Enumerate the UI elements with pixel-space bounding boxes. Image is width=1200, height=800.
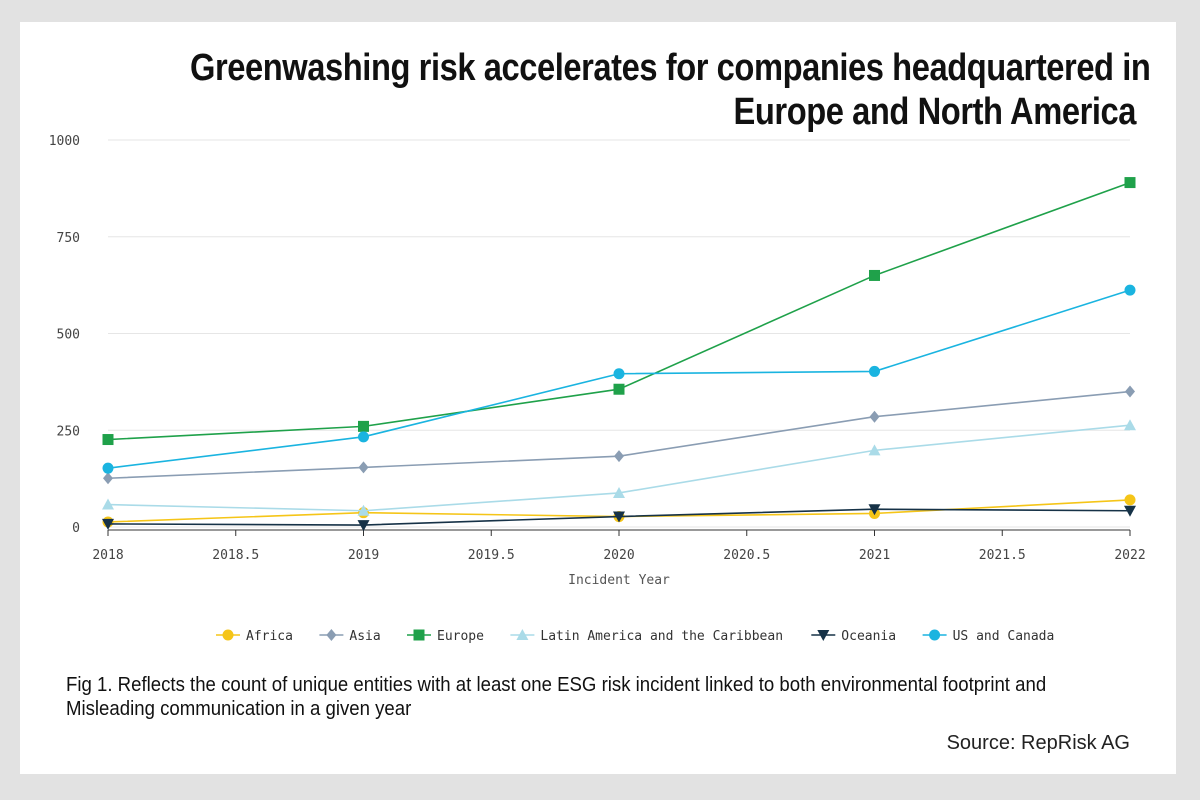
legend-marker-europe xyxy=(413,629,425,641)
x-tick-label: 2022 xyxy=(1114,548,1145,563)
x-tick-label: 2019 xyxy=(348,548,379,563)
x-tick-label: 2018.5 xyxy=(212,548,259,563)
data-point-latin-america-and-the-caribbean xyxy=(357,504,370,516)
data-point-us-and-canada xyxy=(613,368,625,380)
data-point-oceania xyxy=(613,511,625,523)
x-tick-label: 2021.5 xyxy=(979,548,1026,563)
data-point-oceania xyxy=(1124,505,1136,517)
y-tick-label: 0 xyxy=(72,521,80,536)
data-point-africa xyxy=(1124,494,1136,506)
legend-item-europe: Europe xyxy=(407,629,484,644)
data-point-latin-america-and-the-caribbean xyxy=(868,444,881,456)
x-tick-label: 2020.5 xyxy=(723,548,770,563)
figure-caption: Fig 1. Reflects the count of unique enti… xyxy=(66,674,1047,720)
data-point-asia xyxy=(614,450,624,463)
data-point-europe xyxy=(613,383,625,395)
legend-item-latin-america-and-the-caribbean: Latin America and the Caribbean xyxy=(510,629,783,644)
legend-label: Asia xyxy=(349,629,380,644)
series-asia xyxy=(103,385,1135,485)
legend-marker-africa xyxy=(222,629,234,641)
data-point-latin-america-and-the-caribbean xyxy=(102,498,114,510)
gridlines xyxy=(108,139,1130,528)
legend-marker-oceania xyxy=(817,630,830,641)
x-tick-label: 2021 xyxy=(859,548,890,563)
series-line-europe xyxy=(107,181,1131,441)
source-credit: Source: RepRisk AG xyxy=(946,732,1130,754)
data-point-us-and-canada xyxy=(1124,284,1136,296)
data-point-latin-america-and-the-caribbean xyxy=(613,486,625,498)
series-oceania xyxy=(102,504,1136,532)
legend-item-us-and-canada: US and Canada xyxy=(922,629,1055,644)
y-tick-label: 1000 xyxy=(49,134,80,149)
y-tick-label: 500 xyxy=(57,328,80,343)
y-tick-label: 250 xyxy=(57,424,80,439)
series-line-asia xyxy=(107,390,1131,480)
series-us-and-canada xyxy=(102,284,1136,474)
data-point-oceania xyxy=(102,518,114,530)
legend-label: Oceania xyxy=(841,629,896,644)
data-point-us-and-canada xyxy=(358,431,369,443)
y-tick-label: 750 xyxy=(57,231,80,246)
x-axis: 2018 2018.5 2019 2019.5 2020 2020.5 2021 2021.5… xyxy=(92,529,1146,563)
x-tick-label: 2019.5 xyxy=(468,548,515,563)
data-point-europe xyxy=(869,269,880,281)
series-latin-america-and-the-caribbean xyxy=(102,419,1136,516)
data-point-europe xyxy=(102,434,114,446)
legend-item-africa: Africa xyxy=(216,629,293,644)
data-point-us-and-canada xyxy=(869,365,880,377)
data-point-asia xyxy=(869,410,880,423)
data-point-asia xyxy=(103,472,113,485)
legend-label: US and Canada xyxy=(953,629,1055,644)
data-point-oceania xyxy=(868,504,881,516)
chart-title-line-2: Europe and North America xyxy=(733,91,1137,133)
y-axis: 0 250 500 750 1000 xyxy=(49,134,80,536)
chart-title: Greenwashing risk accelerates for compan… xyxy=(190,46,1151,134)
data-point-asia xyxy=(1125,385,1135,398)
data-point-latin-america-and-the-caribbean xyxy=(1124,419,1136,431)
data-point-europe xyxy=(1124,177,1136,189)
x-axis-label: Incident Year xyxy=(568,573,670,588)
x-tick-label: 2018 xyxy=(92,548,123,563)
series-group xyxy=(102,177,1136,532)
data-point-asia xyxy=(358,461,369,474)
legend-label: Africa xyxy=(246,629,293,644)
legend-marker-asia xyxy=(326,629,337,641)
legend-marker-latin-america-and-the-caribbean xyxy=(516,629,529,640)
chart-card: Greenwashing risk accelerates for compan… xyxy=(20,22,1176,774)
x-tick-label: 2020 xyxy=(603,548,634,563)
data-point-oceania xyxy=(357,520,370,532)
data-point-europe xyxy=(358,420,369,432)
legend-item-oceania: Oceania xyxy=(811,629,896,644)
legend-label: Latin America and the Caribbean xyxy=(540,629,783,644)
chart-title-line-1: Greenwashing risk accelerates for compan… xyxy=(190,47,1151,89)
legend: Africa Asia Europe Latin America and the Ca… xyxy=(216,629,1054,644)
legend-marker-us-and-canada xyxy=(929,629,941,641)
series-europe xyxy=(102,177,1136,446)
legend-label: Europe xyxy=(437,629,484,644)
data-point-us-and-canada xyxy=(102,462,114,474)
legend-item-asia: Asia xyxy=(319,629,381,644)
